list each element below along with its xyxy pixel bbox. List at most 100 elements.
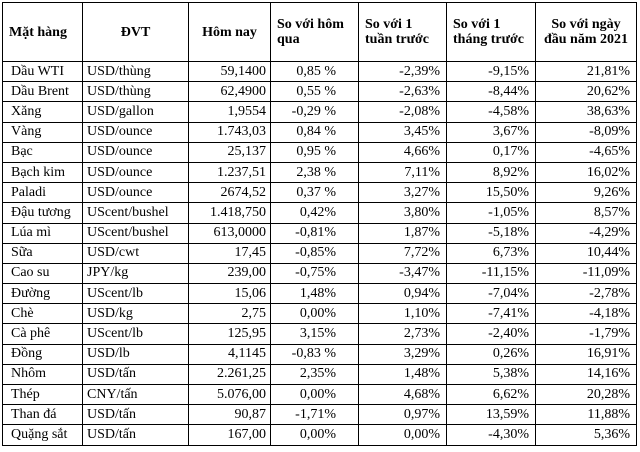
commodity-price-table: Mặt hàng ĐVT Hôm nay So với hôm qua So v… <box>2 2 637 446</box>
cell-vs-year-start: 5,36% <box>535 424 637 446</box>
cell-vs-year-start: 20,28% <box>535 383 637 406</box>
cell-unit: UScent/lb <box>82 323 189 345</box>
table-row: Bạc USD/ounce 25,137 0,95 % 4,66% 0,17% -4,65% <box>2 141 637 163</box>
cell-vs-yesterday: 1,48% <box>270 283 359 305</box>
cell-vs-yesterday: 0,00% <box>270 424 359 446</box>
cell-today: 4,1145 <box>188 343 271 365</box>
cell-today: 1.237,51 <box>188 161 271 184</box>
cell-vs-year-start: 38,63% <box>535 101 637 123</box>
cell-today: 613,0000 <box>188 222 271 244</box>
cell-commodity: Than đá <box>2 404 83 426</box>
cell-vs-yesterday: 2,38 % <box>270 161 359 184</box>
table-row: Sữa USD/cwt 17,45 -0,85% 7,72% 6,73% 10,44% <box>2 242 637 264</box>
cell-vs-year-start: 21,81% <box>535 60 637 83</box>
table-row: Cà phê UScent/lb 125,95 3,15% 2,73% -2,40% -1,… <box>2 323 637 345</box>
cell-vs-yesterday: 0,84 % <box>270 121 359 143</box>
table-row: Dầu Brent USD/thùng 62,4900 0,55 % -2,63% -8,… <box>2 81 637 103</box>
cell-vs-month: -5,18% <box>446 222 536 244</box>
cell-vs-yesterday: 0,55 % <box>270 81 359 103</box>
cell-vs-month: -8,44% <box>446 81 536 103</box>
cell-unit: USD/lb <box>82 343 189 365</box>
cell-vs-month: -1,05% <box>446 202 536 224</box>
table-row: Đường UScent/lb 15,06 1,48% 0,94% -7,04% -2,78… <box>2 283 637 305</box>
cell-vs-month: 8,92% <box>446 161 536 184</box>
table-row: Xăng USD/gallon 1,9554 -0,29 % -2,08% -4,58% 3… <box>2 101 637 123</box>
cell-unit: USD/gallon <box>82 101 189 123</box>
cell-vs-month: 6,73% <box>446 242 536 264</box>
cell-vs-week: 0,00% <box>358 424 447 446</box>
cell-commodity: Sữa <box>2 242 83 264</box>
cell-today: 2.261,25 <box>188 363 271 386</box>
cell-today: 25,137 <box>188 141 271 163</box>
cell-vs-month: 0,26% <box>446 343 536 365</box>
cell-vs-yesterday: 0,00% <box>270 303 359 325</box>
cell-vs-year-start: 14,16% <box>535 363 637 386</box>
table-body: Dầu WTI USD/thùng 59,1400 0,85 % -2,39% -9,15… <box>2 60 637 446</box>
header-commodity: Mặt hàng <box>2 2 83 62</box>
cell-commodity: Nhôm <box>2 363 83 386</box>
cell-unit: UScent/lb <box>82 283 189 305</box>
header-unit: ĐVT <box>82 2 189 62</box>
cell-vs-yesterday: -0,29 % <box>270 101 359 123</box>
table-row: Paladi USD/ounce 2674,52 0,37 % 3,27% 15,50% 9… <box>2 182 637 204</box>
cell-unit: USD/tấn <box>82 424 189 446</box>
table-row: Vàng USD/ounce 1.743,03 0,84 % 3,45% 3,67% -8,… <box>2 121 637 143</box>
cell-vs-month: -11,15% <box>446 262 536 285</box>
header-vs-week: So với 1 tuần trước <box>358 2 447 62</box>
table-row: Thép CNY/tấn 5.076,00 0,00% 4,68% 6,62% 20,28% <box>2 383 637 406</box>
cell-vs-yesterday: 0,37 % <box>270 182 359 204</box>
cell-unit: USD/tấn <box>82 363 189 386</box>
cell-commodity: Đậu tương <box>2 202 83 224</box>
cell-vs-yesterday: -0,75% <box>270 262 359 285</box>
cell-commodity: Chè <box>2 303 83 325</box>
cell-vs-yesterday: -1,71% <box>270 404 359 426</box>
cell-unit: USD/ounce <box>82 182 189 204</box>
cell-unit: USD/ounce <box>82 141 189 163</box>
cell-vs-year-start: 8,57% <box>535 202 637 224</box>
cell-today: 1.418,750 <box>188 202 271 224</box>
cell-vs-week: 1,10% <box>358 303 447 325</box>
cell-vs-week: 3,29% <box>358 343 447 365</box>
cell-commodity: Bạch kim <box>2 161 83 184</box>
cell-vs-month: 13,59% <box>446 404 536 426</box>
header-today: Hôm nay <box>188 2 271 62</box>
cell-vs-week: 3,27% <box>358 182 447 204</box>
cell-vs-month: 5,38% <box>446 363 536 386</box>
cell-vs-year-start: -1,79% <box>535 323 637 345</box>
cell-commodity: Lúa mì <box>2 222 83 244</box>
cell-commodity: Cao su <box>2 262 83 285</box>
table-row: Quặng sắt USD/tấn 167,00 0,00% 0,00% -4,30% 5,… <box>2 424 637 446</box>
cell-vs-month: -7,41% <box>446 303 536 325</box>
cell-today: 125,95 <box>188 323 271 345</box>
header-vs-yesterday: So với hôm qua <box>270 2 359 62</box>
cell-vs-year-start: 10,44% <box>535 242 637 264</box>
cell-vs-week: 4,68% <box>358 383 447 406</box>
cell-unit: UScent/bushel <box>82 222 189 244</box>
cell-vs-year-start: 16,91% <box>535 343 637 365</box>
table-row: Nhôm USD/tấn 2.261,25 2,35% 1,48% 5,38% 14,16% <box>2 363 637 386</box>
cell-vs-week: -2,08% <box>358 101 447 123</box>
cell-vs-yesterday: -0,81% <box>270 222 359 244</box>
cell-unit: CNY/tấn <box>82 383 189 406</box>
table-row: Chè USD/kg 2,75 0,00% 1,10% -7,41% -4,18% <box>2 303 637 325</box>
table-row: Cao su JPY/kg 239,00 -0,75% -3,47% -11,15% -11… <box>2 262 637 285</box>
cell-vs-year-start: 16,02% <box>535 161 637 184</box>
cell-commodity: Cà phê <box>2 323 83 345</box>
cell-today: 167,00 <box>188 424 271 446</box>
cell-unit: USD/tấn <box>82 404 189 426</box>
cell-vs-week: 7,72% <box>358 242 447 264</box>
cell-vs-month: 0,17% <box>446 141 536 163</box>
cell-vs-week: 1,48% <box>358 363 447 386</box>
cell-vs-month: -4,58% <box>446 101 536 123</box>
cell-commodity: Đồng <box>2 343 83 365</box>
cell-vs-year-start: 11,88% <box>535 404 637 426</box>
cell-commodity: Bạc <box>2 141 83 163</box>
cell-today: 239,00 <box>188 262 271 285</box>
cell-vs-week: 7,11% <box>358 161 447 184</box>
cell-today: 5.076,00 <box>188 383 271 406</box>
cell-vs-month: -2,40% <box>446 323 536 345</box>
cell-commodity: Đường <box>2 283 83 305</box>
cell-vs-week: -2,39% <box>358 60 447 83</box>
cell-vs-year-start: -4,18% <box>535 303 637 325</box>
cell-vs-month: 15,50% <box>446 182 536 204</box>
